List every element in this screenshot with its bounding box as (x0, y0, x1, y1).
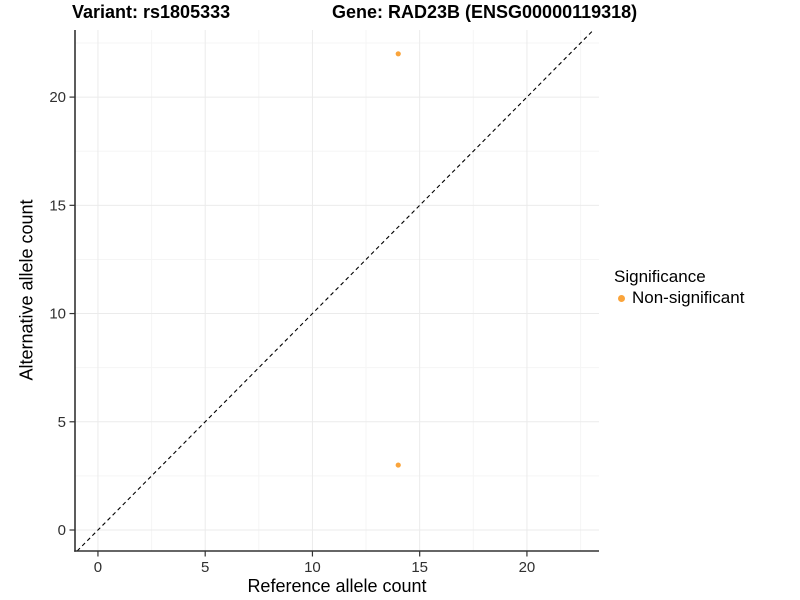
x-tick-label: 10 (304, 559, 321, 576)
y-tick-label: 0 (58, 522, 66, 539)
x-axis-title: Reference allele count (247, 576, 427, 596)
legend-title: Significance (614, 267, 706, 286)
legend-dot-icon (618, 294, 625, 302)
legend: Significance Non-significant (614, 266, 744, 308)
y-tick-label: 20 (49, 89, 66, 106)
y-tick-label: 5 (58, 414, 66, 431)
x-tick-label: 0 (94, 559, 102, 576)
legend-entry-label: Non-significant (632, 288, 745, 307)
y-tick-label: 15 (49, 197, 66, 214)
data-point (395, 462, 401, 468)
y-axis-title: Alternative allele count (16, 199, 37, 381)
x-tick-label: 20 (519, 559, 536, 576)
gene-title: Gene: RAD23B (ENSG00000119318) (332, 2, 638, 22)
x-tick-label: 5 (201, 559, 209, 576)
x-tick-label: 15 (411, 559, 428, 576)
y-tick-label: 10 (49, 306, 66, 323)
variant-title: Variant: rs1805333 (72, 2, 231, 22)
data-point (395, 51, 401, 57)
identity-line (76, 29, 594, 552)
legend-entry: Non-significant (614, 288, 744, 308)
